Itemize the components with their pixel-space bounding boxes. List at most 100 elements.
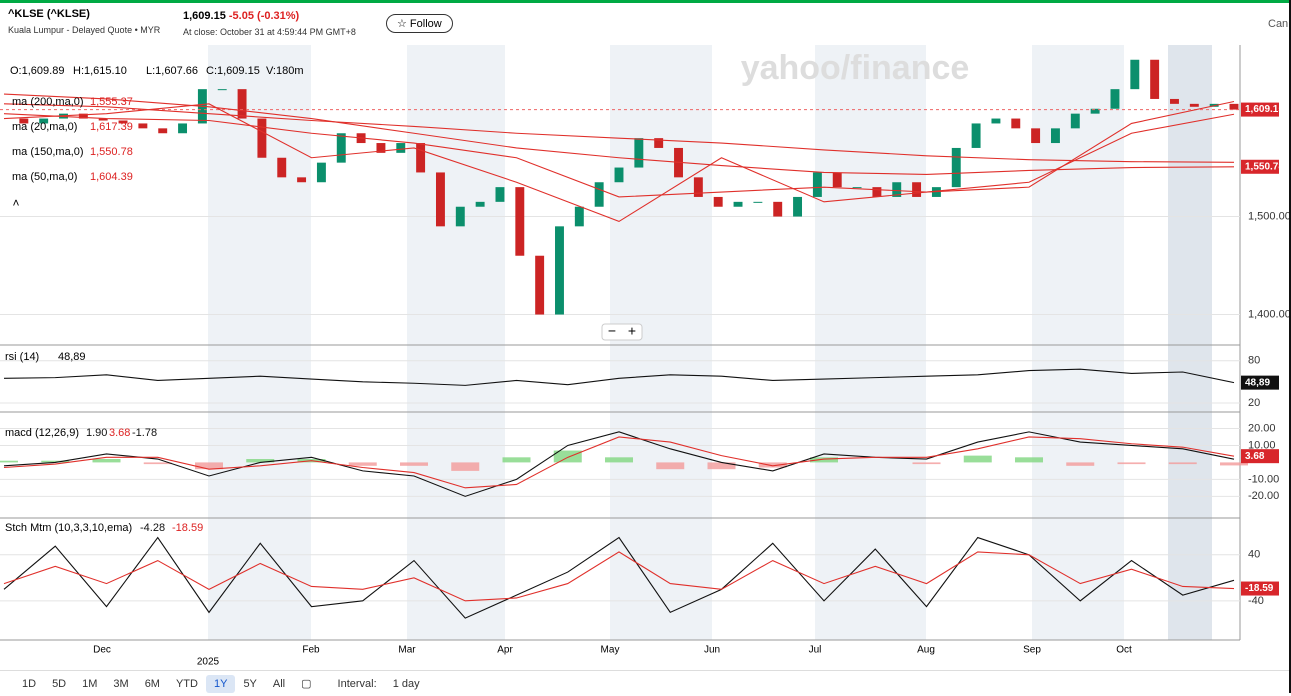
- candle: [892, 182, 902, 197]
- signal-line: [3, 436, 1235, 489]
- candle: [1189, 103, 1199, 107]
- price-value: 1,609.15: [183, 10, 226, 22]
- candle: [396, 143, 406, 153]
- last-value-label: 3.68: [1245, 451, 1265, 462]
- change: -5.05: [228, 10, 254, 22]
- candle: [178, 123, 188, 134]
- candle: [793, 196, 803, 217]
- candle: [1130, 59, 1140, 90]
- candle: [1050, 128, 1060, 144]
- candle: [158, 128, 168, 134]
- top-bar: [0, 0, 1291, 3]
- interval-select[interactable]: 1 day: [392, 678, 420, 690]
- candle: [912, 182, 922, 197]
- y-tick-label: -40: [1248, 595, 1264, 607]
- candle: [574, 206, 584, 227]
- candle: [78, 113, 88, 119]
- candle: [971, 123, 981, 148]
- zoom: − +: [601, 323, 643, 341]
- candle: [1229, 103, 1239, 110]
- candle: [1090, 108, 1100, 114]
- candle: [713, 196, 723, 207]
- macd-histogram: [963, 455, 992, 463]
- x-tick-label: Feb: [302, 645, 320, 656]
- cut-button[interactable]: Can: [1268, 18, 1289, 30]
- separators: [0, 45, 1241, 641]
- follow-label: Follow: [409, 18, 442, 30]
- ohlc: O:1,609.89: [10, 65, 64, 77]
- last-value-box: [1241, 159, 1279, 174]
- candle: [515, 187, 525, 256]
- zoom-out[interactable]: −: [608, 323, 616, 339]
- symbol: ^KLSE (^KLSE): [8, 8, 90, 20]
- range-button[interactable]: 6M: [144, 678, 160, 690]
- candle: [237, 89, 247, 119]
- moving-average: [3, 113, 1235, 198]
- macd-histogram: [348, 462, 377, 466]
- macd-histogram: [605, 457, 633, 463]
- macd-line: [3, 431, 1235, 497]
- collapse[interactable]: ˄: [12, 196, 19, 210]
- candle: [138, 123, 148, 129]
- exchange: Kuala Lumpur - Delayed Quote • MYR: [8, 25, 161, 35]
- candle: [614, 167, 624, 183]
- stoch-d-line: [3, 551, 1235, 602]
- macd-histogram: [400, 462, 428, 466]
- range-button[interactable]: 1M: [82, 678, 98, 690]
- range-button[interactable]: 1Y: [205, 675, 236, 693]
- y-tick-label: 1,400.00: [1248, 308, 1289, 320]
- x-tick-label: May: [601, 645, 620, 656]
- range-button[interactable]: YTD: [175, 678, 198, 690]
- calendar[interactable]: ▢: [301, 678, 312, 690]
- x-tick-label: Jul: [809, 645, 822, 656]
- last-value-label: -18.59: [1245, 583, 1274, 594]
- ohlc: H:1,615.10: [73, 65, 127, 77]
- moving-average: [3, 103, 1235, 163]
- watermark: yahoo/finance: [741, 49, 970, 87]
- x-tick-label: 2025: [197, 657, 220, 668]
- range-button[interactable]: All: [272, 678, 286, 690]
- candle: [257, 118, 267, 158]
- moving-average: [3, 100, 1235, 223]
- candle: [733, 201, 743, 207]
- price: 1,609.15 -5.05 (-0.31%): [183, 10, 299, 22]
- last-value-box: [1241, 102, 1279, 117]
- follow-button[interactable]: ☆ Follow: [386, 14, 453, 33]
- ohlc: C:1,609.15: [206, 65, 260, 77]
- macd-histogram: [1117, 462, 1146, 465]
- y-tick-label: -10.00: [1248, 473, 1279, 485]
- candle: [535, 255, 545, 315]
- candle: [1150, 59, 1160, 99]
- range-button[interactable]: 5Y: [243, 678, 257, 690]
- range-button[interactable]: 3M: [113, 678, 129, 690]
- ohlc: V:180m: [266, 65, 304, 77]
- candle: [297, 177, 307, 183]
- candle: [1070, 113, 1080, 129]
- candle: [277, 157, 287, 178]
- legend-value: 1,617.39: [90, 121, 133, 133]
- zoom-in[interactable]: +: [628, 323, 636, 339]
- candle: [98, 118, 108, 121]
- rsi-line: [3, 368, 1235, 386]
- candle: [852, 187, 862, 189]
- macd-title: macd (12,26,9): [5, 427, 79, 439]
- candle: [991, 118, 1001, 124]
- stoch-value: -18.59: [172, 522, 203, 534]
- candle: [19, 118, 29, 124]
- macd-histogram: [1015, 457, 1043, 463]
- rsi-value: 48,89: [58, 351, 86, 363]
- candle: [693, 177, 703, 197]
- range-button[interactable]: 5D: [52, 678, 67, 690]
- macd-histogram: [451, 462, 480, 471]
- range-button[interactable]: 1D: [22, 678, 37, 690]
- macd-histogram: [707, 462, 736, 470]
- x-tick-label: Jun: [704, 645, 720, 656]
- y-tick-label: 80: [1248, 355, 1260, 367]
- macd-histogram: [656, 462, 685, 470]
- candle: [773, 201, 783, 217]
- last-value-label: 1,609.15: [1245, 104, 1284, 115]
- candle: [39, 118, 49, 124]
- candle: [435, 172, 445, 227]
- candle: [495, 187, 505, 202]
